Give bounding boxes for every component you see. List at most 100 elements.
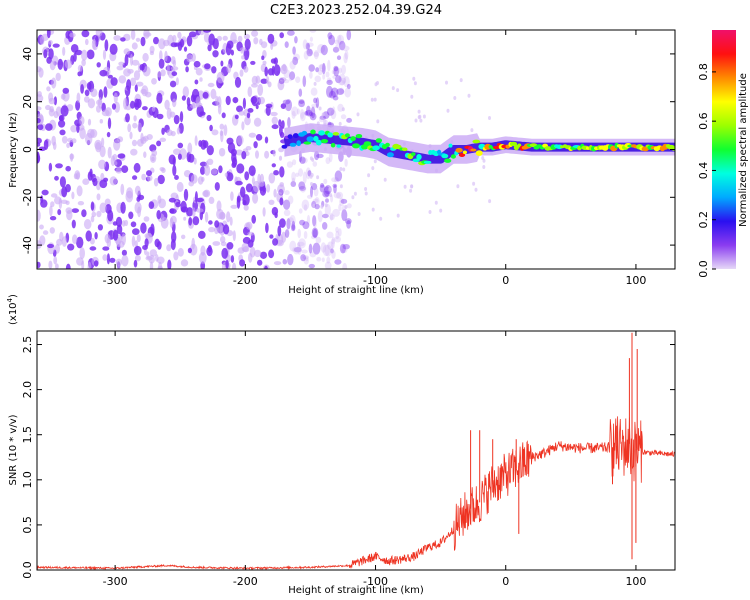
noise-blob bbox=[98, 97, 103, 109]
noise-blob bbox=[217, 35, 222, 42]
y-tick-label: 1.5 bbox=[21, 426, 34, 444]
noise-blob bbox=[43, 139, 49, 150]
noise-blob bbox=[168, 197, 176, 203]
noise-blob bbox=[61, 186, 68, 198]
noise-blob bbox=[192, 207, 196, 218]
colorbar-tick-label: 0.0 bbox=[697, 260, 710, 278]
noise-blob bbox=[289, 71, 296, 81]
noise-blob bbox=[299, 156, 306, 164]
noise-blob bbox=[412, 76, 416, 81]
noise-blob bbox=[332, 106, 336, 114]
noise-blob bbox=[104, 233, 111, 244]
x-tick-label: 100 bbox=[625, 575, 646, 588]
noise-blob bbox=[302, 39, 308, 50]
noise-blob bbox=[90, 215, 95, 223]
noise-blob bbox=[134, 84, 138, 92]
noise-blob bbox=[140, 36, 146, 47]
noise-blob bbox=[84, 89, 90, 97]
noise-blob bbox=[232, 230, 236, 242]
noise-blob bbox=[268, 249, 275, 259]
noise-blob bbox=[208, 33, 215, 46]
ridge-point bbox=[296, 140, 302, 147]
noise-blob bbox=[230, 255, 235, 263]
noise-blob bbox=[330, 87, 339, 98]
noise-blob bbox=[143, 151, 147, 158]
noise-blob bbox=[116, 224, 123, 235]
noise-blob bbox=[75, 100, 81, 111]
snr-panel: -300 -200 -100 0 100 0.0 0.5 1.0 1.5 2.0 2.5 Heigh… bbox=[6, 294, 676, 596]
noise-blob bbox=[126, 187, 134, 199]
noise-blob bbox=[49, 205, 53, 217]
noise-blob bbox=[328, 187, 332, 192]
noise-blob bbox=[341, 64, 346, 75]
noise-blob bbox=[273, 188, 277, 198]
noise-blob bbox=[186, 54, 193, 63]
noise-blob bbox=[52, 55, 59, 66]
ridge-point bbox=[411, 152, 416, 156]
noise-blob bbox=[331, 69, 337, 75]
noise-blob bbox=[210, 88, 217, 100]
noise-blob bbox=[364, 187, 368, 191]
noise-blob bbox=[219, 123, 225, 130]
noise-blob bbox=[323, 186, 330, 197]
noise-blob bbox=[82, 178, 90, 185]
noise-blob bbox=[168, 154, 176, 165]
noise-blob bbox=[87, 128, 95, 139]
noise-blob bbox=[244, 38, 251, 50]
noise-blob bbox=[310, 173, 314, 177]
noise-blob bbox=[46, 30, 51, 39]
noise-blob bbox=[293, 247, 300, 255]
noise-blob bbox=[185, 66, 189, 73]
snr-x-label: Height of straight line (km) bbox=[288, 585, 424, 596]
noise-blob bbox=[326, 77, 332, 83]
noise-blob bbox=[188, 180, 194, 187]
noise-blob bbox=[37, 66, 42, 73]
noise-blob bbox=[133, 70, 141, 81]
noise-blob bbox=[434, 200, 438, 205]
noise-blob bbox=[112, 153, 118, 162]
noise-blob bbox=[316, 153, 324, 159]
noise-blob bbox=[334, 259, 342, 265]
noise-blob bbox=[135, 37, 141, 42]
noise-blob bbox=[226, 211, 231, 223]
noise-blob bbox=[240, 186, 246, 198]
ridge-point bbox=[441, 153, 449, 159]
noise-blob bbox=[206, 145, 214, 156]
noise-blob bbox=[113, 35, 122, 41]
noise-blob bbox=[325, 198, 329, 203]
noise-blob bbox=[235, 180, 243, 186]
noise-blob bbox=[279, 166, 285, 178]
noise-blob bbox=[37, 209, 41, 222]
noise-blob bbox=[410, 94, 414, 99]
noise-blob bbox=[104, 198, 111, 206]
noise-blob bbox=[99, 179, 108, 189]
noise-blob bbox=[48, 260, 53, 269]
ridge-point bbox=[375, 138, 383, 143]
noise-blob bbox=[226, 242, 234, 250]
noise-blob bbox=[77, 201, 85, 206]
noise-blob bbox=[90, 88, 98, 97]
noise-blob bbox=[222, 35, 228, 41]
noise-blob bbox=[251, 214, 256, 224]
noise-blob bbox=[309, 71, 313, 79]
noise-blob bbox=[320, 242, 327, 253]
ridge-point bbox=[306, 136, 314, 143]
noise-blob bbox=[133, 162, 141, 173]
noise-blob bbox=[251, 30, 259, 37]
noise-blob bbox=[55, 106, 62, 117]
noise-blob bbox=[279, 131, 285, 138]
noise-blob bbox=[230, 49, 234, 56]
noise-blob bbox=[71, 219, 76, 229]
noise-blob bbox=[147, 174, 153, 182]
noise-blob bbox=[243, 33, 250, 40]
noise-blob bbox=[198, 140, 203, 147]
noise-blob bbox=[175, 77, 179, 86]
noise-blob bbox=[161, 167, 166, 173]
x-tick-label: -100 bbox=[363, 274, 388, 287]
noise-blob bbox=[488, 116, 491, 120]
ridge-point bbox=[401, 147, 408, 152]
noise-blob bbox=[123, 97, 128, 110]
noise-blob bbox=[326, 79, 333, 86]
noise-blob bbox=[459, 78, 463, 83]
